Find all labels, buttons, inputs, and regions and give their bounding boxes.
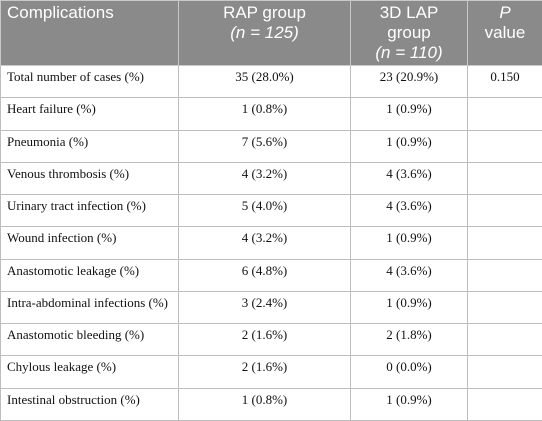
table-cell: 1 (0.9%) xyxy=(350,290,468,325)
table-row: Total number of cases (%) 35 (28.0%) 23 (2… xyxy=(0,64,542,99)
table-cell xyxy=(467,387,542,421)
header-text: n xyxy=(381,43,391,62)
table-cell xyxy=(467,258,542,292)
table-cell: 0.150 xyxy=(467,64,542,99)
table-cell: Wound infection (%) xyxy=(0,226,179,260)
table-row: Wound infection (%) 4 (3.2%) 1 (0.9%) xyxy=(0,226,542,260)
header-text: ( xyxy=(375,43,382,62)
table-cell: Intestinal obstruction (%) xyxy=(0,387,179,421)
table-body: Total number of cases (%) 35 (28.0%) 23 (2… xyxy=(0,64,542,421)
header-cell: RAP group (n = 125) xyxy=(178,0,351,66)
table-row: Chylous leakage (%) 2 (1.6%) 0 (0.0%) xyxy=(0,355,542,389)
table-row: Intestinal obstruction (%) 1 (0.8%) 1 (0.9… xyxy=(0,387,542,421)
table-row: Urinary tract infection (%) 5 (4.0%) 4 (3.… xyxy=(0,194,542,228)
table-cell: 4 (3.6%) xyxy=(350,258,468,292)
header-text: n xyxy=(235,23,246,42)
table-cell: 4 (3.6%) xyxy=(350,194,468,228)
table-cell: 1 (0.8%) xyxy=(178,387,351,421)
table-cell xyxy=(467,323,542,357)
table-cell: Chylous leakage (%) xyxy=(0,355,179,389)
table-cell: Intra-abdominal infections (%) xyxy=(0,290,179,325)
table-row: Pneumonia (%) 7 (5.6%) 1 (0.9%) xyxy=(0,129,542,163)
table-row: Heart failure (%) 1 (0.8%) 1 (0.9%) xyxy=(0,97,542,131)
table-cell: 1 (0.9%) xyxy=(350,387,468,421)
table-cell: 4 (3.2%) xyxy=(178,226,351,260)
table-cell: Venous thrombosis (%) xyxy=(0,161,179,196)
header-text: value xyxy=(484,23,526,42)
header-text: ( xyxy=(230,23,236,42)
table-cell xyxy=(467,97,542,131)
table-cell: Pneumonia (%) xyxy=(0,129,179,163)
table-cell: 2 (1.6%) xyxy=(178,355,351,389)
header-text: Complications xyxy=(7,3,114,22)
table-cell xyxy=(467,226,542,260)
table-cell xyxy=(467,355,542,389)
table-cell xyxy=(467,290,542,325)
table-cell: 1 (0.8%) xyxy=(178,97,351,131)
header-text: 3D LAP group xyxy=(379,3,439,42)
table-cell: 3 (2.4%) xyxy=(178,290,351,325)
header-text: P xyxy=(499,3,511,22)
table-cell: 2 (1.6%) xyxy=(178,323,351,357)
table-cell: 7 (5.6%) xyxy=(178,129,351,163)
header-text: RAP group xyxy=(223,3,306,22)
table-cell: Urinary tract infection (%) xyxy=(0,194,179,228)
table-cell: Anastomotic leakage (%) xyxy=(0,258,179,292)
table-cell: 4 (3.6%) xyxy=(350,161,468,196)
table-row: Anastomotic leakage (%) 6 (4.8%) 4 (3.6%) xyxy=(0,258,542,292)
table-cell: 6 (4.8%) xyxy=(178,258,351,292)
header-cell: 3D LAP group (n = 110) xyxy=(350,0,468,66)
table-row: Venous thrombosis (%) 4 (3.2%) 4 (3.6%) xyxy=(0,161,542,196)
header-cell: Complications xyxy=(0,0,179,66)
table-cell: 35 (28.0%) xyxy=(178,64,351,99)
table-cell: 1 (0.9%) xyxy=(350,129,468,163)
header-text: = 110) xyxy=(390,43,443,62)
table-cell: 23 (20.9%) xyxy=(350,64,468,99)
table-cell: 1 (0.9%) xyxy=(350,226,468,260)
table-row: Intra-abdominal infections (%) 3 (2.4%) 1 … xyxy=(0,290,542,325)
table-cell: 5 (4.0%) xyxy=(178,194,351,228)
table-cell xyxy=(467,161,542,196)
table-cell: Anastomotic bleeding (%) xyxy=(0,323,179,357)
table-cell: Total number of cases (%) xyxy=(0,64,179,99)
table-cell xyxy=(467,194,542,228)
table-cell xyxy=(467,129,542,163)
table-row: Anastomotic bleeding (%) 2 (1.6%) 2 (1.8%) xyxy=(0,323,542,357)
table-header: Complications RAP group (n = 125) 3D LAP … xyxy=(0,0,542,66)
header-text: = 125) xyxy=(245,23,299,42)
header-row: Complications RAP group (n = 125) 3D LAP … xyxy=(0,0,542,66)
table-cell: 4 (3.2%) xyxy=(178,161,351,196)
table-cell: 0 (0.0%) xyxy=(350,355,468,389)
table-cell: 2 (1.8%) xyxy=(350,323,468,357)
table-cell: 1 (0.9%) xyxy=(350,97,468,131)
table-cell: Heart failure (%) xyxy=(0,97,179,131)
